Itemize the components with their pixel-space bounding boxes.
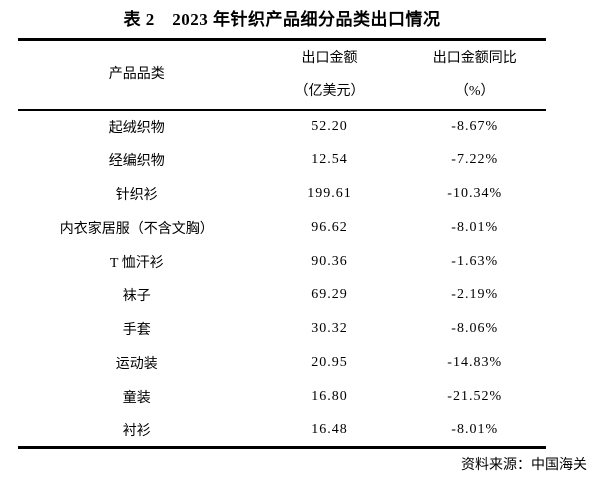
yoy-cell: -8.06% <box>451 321 499 337</box>
yoy-cell: -8.01% <box>451 421 499 437</box>
table-body: 起绒织物 52.20 -8.67% 经编织物 12.54 -7.22% 针织衫 … <box>18 110 546 448</box>
header-yoy-line2: （%） <box>454 83 495 99</box>
table-header: 产品品类 出口金额 （亿美元） 出口金额同比 （%） <box>18 40 546 110</box>
category-cell: 手套 <box>122 323 151 339</box>
header-amount-line2: （亿美元） <box>294 83 365 99</box>
yoy-cell: -10.34% <box>447 185 503 201</box>
category-cell: 袜子 <box>122 289 151 305</box>
category-cell: 运动装 <box>115 356 158 372</box>
amount-cell: 16.48 <box>311 421 348 437</box>
table-row: 手套 30.32 -8.06% <box>18 312 546 346</box>
yoy-cell: -7.22% <box>451 152 499 168</box>
header-yoy-line1: 出口金额同比 <box>432 50 517 66</box>
amount-cell: 69.29 <box>311 287 348 303</box>
header-category: 产品品类 <box>18 40 256 110</box>
amount-cell: 30.32 <box>311 321 348 337</box>
yoy-cell: -8.01% <box>451 219 499 235</box>
table-row: 起绒织物 52.20 -8.67% <box>18 110 546 144</box>
header-category-label: 产品品类 <box>108 67 165 83</box>
amount-cell: 96.62 <box>311 219 348 235</box>
table-row: 童装 16.80 -21.52% <box>18 380 546 414</box>
amount-cell: 20.95 <box>311 354 348 370</box>
header-amount-line1: 出口金额 <box>301 50 358 66</box>
yoy-cell: -8.67% <box>451 118 499 134</box>
amount-cell: 90.36 <box>311 253 348 269</box>
table-row: 运动装 20.95 -14.83% <box>18 346 546 380</box>
amount-cell: 16.80 <box>311 388 348 404</box>
category-cell: 针织衫 <box>115 187 158 203</box>
category-cell: 童装 <box>122 390 151 406</box>
table-row: T 恤汗衫 90.36 -1.63% <box>18 245 546 279</box>
header-row: 产品品类 出口金额 （亿美元） 出口金额同比 （%） <box>18 40 546 110</box>
yoy-cell: -21.52% <box>447 388 503 404</box>
yoy-cell: -14.83% <box>447 354 503 370</box>
data-source-note: 资料来源：中国海关 <box>461 457 587 473</box>
amount-cell: 12.54 <box>311 152 348 168</box>
table-title: 表 2 2023 年针织产品细分品类出口情况 <box>123 10 441 29</box>
header-amount: 出口金额 （亿美元） <box>256 40 404 110</box>
category-cell: 衬衫 <box>122 423 151 439</box>
category-cell: 起绒织物 <box>108 120 165 136</box>
header-yoy: 出口金额同比 （%） <box>403 40 546 110</box>
amount-cell: 52.20 <box>311 118 348 134</box>
yoy-cell: -1.63% <box>451 253 499 269</box>
amount-cell: 199.61 <box>307 185 352 201</box>
table-row: 针织衫 199.61 -10.34% <box>18 177 546 211</box>
category-cell: 经编织物 <box>108 154 165 170</box>
table-row: 经编织物 12.54 -7.22% <box>18 143 546 177</box>
table-row: 衬衫 16.48 -8.01% <box>18 414 546 448</box>
category-cell: T 恤汗衫 <box>109 255 164 271</box>
table-row: 袜子 69.29 -2.19% <box>18 278 546 312</box>
category-cell: 内衣家居服（不含文胸） <box>59 221 214 237</box>
yoy-cell: -2.19% <box>451 287 499 303</box>
table-row: 内衣家居服（不含文胸） 96.62 -8.01% <box>18 211 546 245</box>
export-data-table: 产品品类 出口金额 （亿美元） 出口金额同比 （%） 起绒织物 52.20 -8… <box>18 38 546 449</box>
